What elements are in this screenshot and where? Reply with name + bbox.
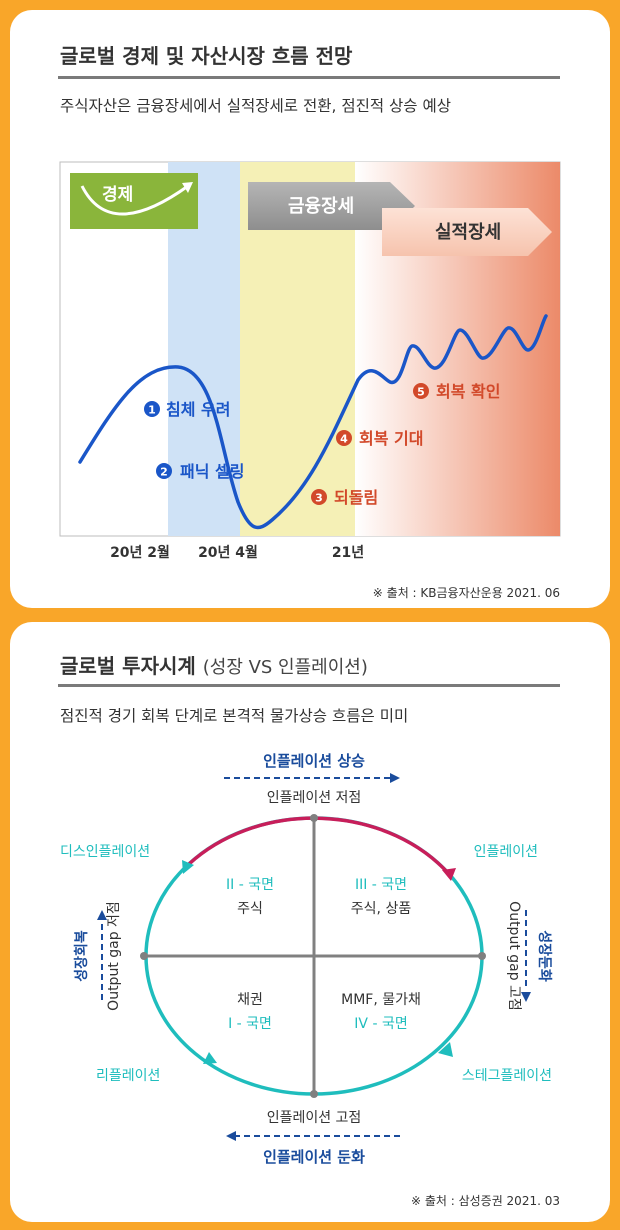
- step-2-label: 패닉 셀링: [180, 462, 244, 481]
- quadrant-2-name: II - 국면: [226, 877, 274, 893]
- right-arrow-head-icon: [521, 992, 531, 1002]
- step-5-label: 회복 확인: [436, 382, 500, 401]
- quadrant-1-name: I - 국면: [228, 1016, 272, 1032]
- left-arrow-label: 성장회복: [73, 930, 90, 982]
- quadrant-3-name: III - 국면: [355, 877, 407, 893]
- step-3-label: 되돌림: [334, 488, 378, 507]
- quadrant-4-name: IV - 국면: [354, 1016, 407, 1032]
- section1-source: ※ 출처 : KB금융자산운용 2021. 06: [372, 586, 560, 600]
- section2-title-sub: (성장 VS 인플레이션): [202, 657, 368, 678]
- clock-upper-arc: [187, 816, 451, 876]
- x-label-apr20: 20년 4월: [198, 544, 258, 561]
- step-4-label: 회복 기대: [359, 429, 423, 448]
- bottom-arrow-label: 인플레이션 둔화: [263, 1148, 365, 1166]
- step-1-label: 침체 우려: [166, 400, 230, 419]
- axis-end-right: [478, 952, 486, 960]
- step-2-number: 2: [160, 466, 168, 479]
- section1-title: 글로벌 경제 및 자산시장 흐름 전망: [60, 44, 353, 68]
- step-1-badge: [144, 401, 160, 417]
- economy-trend-arrow: [80, 184, 189, 216]
- market-cycle-diagram: 경제 금융장세 실적장세 1 침체 우려 2 패닉 셀링 3 되돌림 4 회복 …: [59, 161, 561, 561]
- corner-inflation: 인플레이션: [474, 844, 538, 860]
- left-axis-label: Output gap 저점: [106, 901, 122, 1011]
- economy-outlook-card: 글로벌 경제 및 자산시장 흐름 전망 주식자산은 금융장세에서 실적장세로 전…: [10, 10, 610, 608]
- left-arrow-head-icon: [97, 910, 107, 920]
- bottom-axis-label: 인플레이션 고점: [267, 1110, 362, 1126]
- corner-reflation: 리플레이션: [96, 1068, 160, 1084]
- section2-title: 글로벌 투자시계 (성장 VS 인플레이션): [60, 650, 368, 679]
- economy-arrow-head-icon: [182, 182, 193, 193]
- phase-earnings-label: 실적장세: [435, 222, 501, 243]
- step-3-badge: [311, 489, 327, 505]
- economy-box: [70, 173, 198, 229]
- top-axis-label: 인플레이션 저점: [267, 790, 362, 806]
- arrowhead-tl-icon: [182, 860, 194, 874]
- title-divider: [58, 684, 560, 687]
- step-4-badge: [336, 430, 352, 446]
- step-1-number: 1: [148, 404, 156, 417]
- x-label-feb20: 20년 2월: [110, 544, 170, 561]
- quadrant-2-asset: 주식: [237, 901, 263, 917]
- title-divider: [58, 76, 560, 79]
- arrowhead-br-icon: [438, 1042, 453, 1057]
- axis-end-left: [140, 952, 148, 960]
- corner-disinflation: 디스인플레이션: [60, 844, 150, 860]
- section2-source: ※ 출처 : 삼성증권 2021. 03: [410, 1194, 560, 1208]
- quadrant-3-asset: 주식, 상품: [351, 901, 412, 917]
- arrowhead-bl-icon: [203, 1052, 217, 1064]
- phase-financial-label: 금융장세: [288, 196, 354, 217]
- step-5-badge: [413, 383, 429, 399]
- quadrant-4-asset: MMF, 물가채: [341, 992, 421, 1008]
- step-4-number: 4: [340, 433, 348, 446]
- section2-title-main: 글로벌 투자시계: [60, 654, 196, 678]
- earnings-phase-arrow: [382, 208, 552, 256]
- section2-subtitle: 점진적 경기 회복 단계로 본격적 물가상승 흐름은 미미: [60, 707, 409, 725]
- corner-stagflation: 스테그플레이션: [462, 1068, 552, 1084]
- financial-phase-arrow: [248, 182, 415, 230]
- top-arrow-head-icon: [390, 773, 400, 783]
- step-5-number: 5: [417, 386, 425, 399]
- top-arrow-label: 인플레이션 상승: [263, 752, 365, 770]
- bottom-arrow-head-icon: [226, 1131, 236, 1141]
- investment-clock-card: 글로벌 투자시계 (성장 VS 인플레이션) 점진적 경기 회복 단계로 본격적…: [10, 622, 610, 1222]
- market-curve: [78, 314, 548, 530]
- step-3-number: 3: [315, 492, 323, 505]
- x-label-21: 21년: [332, 545, 364, 561]
- right-arrow-label: 성장둔화: [536, 930, 553, 982]
- step-2-badge: [156, 463, 172, 479]
- arrowhead-tr-icon: [442, 868, 456, 881]
- economy-label: 경제: [102, 185, 133, 205]
- axis-end-top: [310, 814, 318, 822]
- investment-clock-diagram: 인플레이션 상승 인플레이션 저점 인플레이션 고점 인플레이션 둔화 Outp…: [60, 752, 553, 1166]
- quadrant-1-asset: 채권: [237, 992, 263, 1008]
- section1-subtitle: 주식자산은 금융장세에서 실적장세로 전환, 점진적 상승 예상: [60, 97, 451, 115]
- right-axis-label: Output gap 고점: [506, 901, 522, 1011]
- axis-end-bottom: [310, 1090, 318, 1098]
